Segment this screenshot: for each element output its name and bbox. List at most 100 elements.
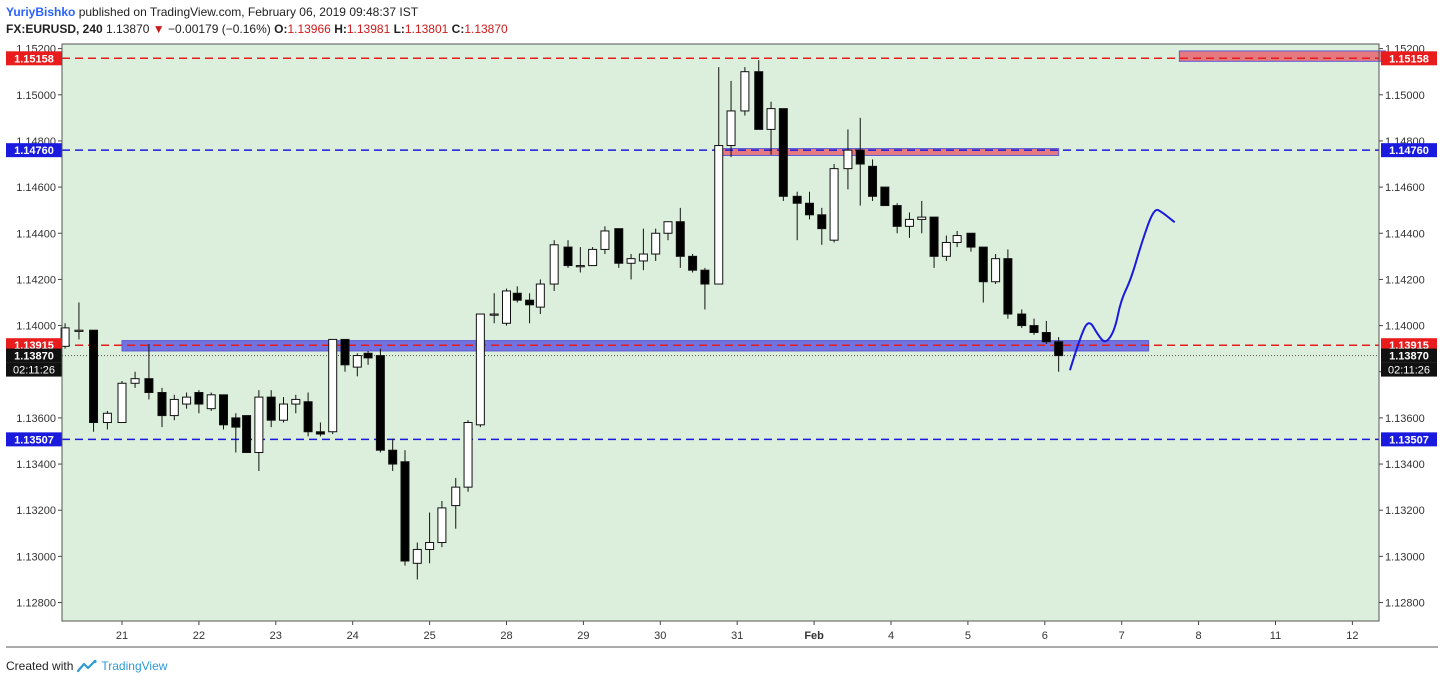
candle-up (130, 378, 140, 384)
candle-up (638, 253, 648, 262)
candle-up (952, 235, 962, 243)
price-tag-right (1381, 143, 1437, 158)
candle-down (1029, 325, 1039, 333)
candle-down (675, 221, 685, 257)
high-label: H: (334, 22, 347, 36)
candle-down (817, 214, 827, 230)
candle-up (535, 283, 545, 308)
x-tick-label: 22 (193, 630, 205, 642)
price-tag-left-label: 1.13870 (14, 351, 54, 363)
candle-down (688, 255, 698, 271)
y-tick-label: 1.13600 (16, 413, 56, 425)
created-with-text: Created with (6, 659, 74, 673)
candle-down (219, 394, 229, 426)
countdown-tag-left (6, 362, 62, 377)
y-tick-label: 1.14600 (16, 182, 56, 194)
tradingview-brand[interactable]: TradingView (101, 659, 168, 673)
projection-path[interactable] (1069, 208, 1175, 371)
y-tick-label: 1.14600 (1385, 182, 1425, 194)
candle-down (194, 392, 204, 405)
y-tick-label: 1.13000 (1385, 551, 1425, 563)
y-tick-label: 1.14200 (16, 274, 56, 286)
candle-up (941, 241, 951, 257)
published-text: published on TradingView.com, February 0… (78, 5, 419, 19)
down-arrow-icon: ▼ (152, 22, 165, 36)
candle-up (412, 548, 422, 564)
price-tag-right-label: 1.13507 (1389, 434, 1429, 446)
y-tick-label: 1.15000 (1385, 90, 1425, 102)
candle-down (375, 355, 385, 451)
y-tick-label: 1.13200 (16, 505, 56, 517)
price-zone[interactable] (721, 148, 1060, 156)
open-value: 1.13966 (287, 22, 331, 36)
y-tick-label: 1.14400 (16, 228, 56, 240)
price-tag-right (1381, 348, 1437, 363)
price-tag-right (1381, 51, 1437, 66)
low-label: L: (393, 22, 405, 36)
price-chart[interactable]: 1.12800 1.12800 1.13000 1.13000 1.13200 1.132… (0, 0, 1444, 650)
candle-up (182, 396, 192, 405)
candle-down (614, 228, 624, 264)
x-tick-label: Feb (804, 630, 824, 642)
y-tick-label: 1.13600 (1385, 413, 1425, 425)
candle-up (843, 149, 853, 170)
price-zone[interactable] (1178, 50, 1386, 62)
candle-up (451, 486, 461, 507)
y-tick-label: 1.14000 (16, 321, 56, 333)
candle-down (340, 338, 350, 366)
close-label: C: (451, 22, 465, 36)
x-tick-label: 25 (423, 630, 435, 642)
y-tick-label: 1.12800 (1385, 598, 1425, 610)
candle-down (1041, 332, 1051, 343)
high-value: 1.13981 (346, 22, 391, 36)
candle-down (1017, 313, 1027, 327)
candle-up (904, 218, 914, 227)
candle-down (231, 417, 241, 428)
candle-down (266, 396, 276, 421)
low-value: 1.13801 (404, 22, 449, 36)
price-tag-right-label: 1.13870 (1389, 351, 1429, 363)
candle-up (588, 248, 598, 267)
x-tick-label: 29 (577, 630, 589, 642)
countdown-left-label: 02:11:26 (13, 365, 55, 377)
candle-down (892, 205, 902, 227)
candle-down (242, 415, 252, 454)
candle-down (315, 431, 325, 435)
x-tick-label: 31 (731, 630, 743, 642)
candle-up (60, 327, 70, 347)
x-tick-label: 11 (1270, 630, 1281, 642)
candle-up (278, 403, 288, 421)
candle-up (740, 71, 750, 112)
open-label: O: (274, 22, 288, 36)
candle-down (754, 71, 764, 130)
x-tick-label: 30 (654, 630, 666, 642)
price-tag-left-label: 1.13507 (14, 434, 54, 446)
candle-up (328, 338, 338, 433)
price-tag-right-label: 1.15158 (1389, 53, 1429, 65)
candle-down (512, 292, 522, 301)
candle-down (966, 232, 976, 248)
author-name[interactable]: YuriyBishko (6, 5, 76, 19)
x-tick-label: 6 (1042, 630, 1048, 642)
candle-up (254, 396, 264, 454)
candle-down (388, 449, 398, 465)
candle-down (868, 165, 878, 197)
candle-up (663, 221, 673, 234)
candle-up (475, 313, 485, 426)
candle-up (74, 329, 84, 332)
candle-up (102, 412, 112, 424)
last-price: 1.13870 (106, 22, 150, 36)
candle-down (1054, 341, 1064, 357)
candle-up (600, 230, 610, 250)
candle-down (700, 269, 710, 285)
candle-down (303, 401, 313, 433)
candle-up (291, 398, 301, 405)
x-tick-label: 23 (270, 630, 282, 642)
y-tick-label: 1.12800 (16, 598, 56, 610)
candle-down (157, 392, 167, 417)
x-tick-label: 8 (1196, 630, 1202, 642)
countdown-right-label: 02:11:26 (1388, 365, 1430, 377)
price-tag-left-label: 1.15158 (14, 53, 54, 65)
candle-up (726, 110, 736, 147)
candle-up (425, 542, 435, 550)
